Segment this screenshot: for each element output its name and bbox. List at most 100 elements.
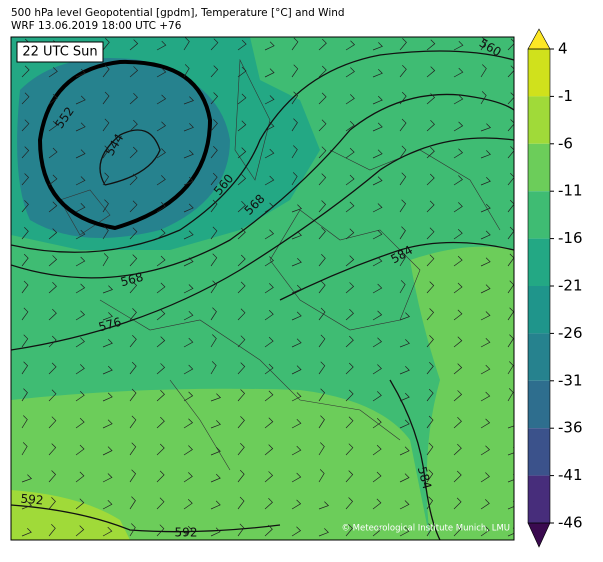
wind-barb [318, 307, 326, 321]
wind-barb [156, 67, 167, 78]
wind-barb [102, 37, 110, 51]
wind-barb [399, 527, 410, 537]
wind-barb [426, 39, 436, 51]
wind-barb [237, 389, 246, 402]
wind-barb [48, 201, 58, 213]
wind-barb [102, 526, 113, 537]
wind-barb [48, 94, 58, 105]
wind-barb [75, 444, 85, 456]
wind-barb [183, 230, 194, 240]
wind-barb [21, 119, 30, 132]
wind-barb [345, 255, 355, 267]
wind-barb [291, 284, 302, 294]
wind-barb [129, 442, 137, 456]
wind-barb [264, 524, 273, 537]
wind-barb [183, 391, 194, 402]
wind-barb [318, 469, 325, 483]
wind-barb [318, 200, 327, 213]
wind-barb [507, 92, 514, 105]
wind-barb [237, 66, 247, 78]
wind-barb [318, 227, 326, 240]
wind-barb [156, 40, 167, 51]
contour [279, 241, 514, 540]
wind-barb [480, 177, 491, 186]
wind-barb [156, 443, 165, 456]
wind-barb [21, 474, 33, 483]
wind-barb [210, 420, 221, 429]
wind-barb [75, 471, 85, 483]
wind-barb [21, 388, 28, 402]
wind-barb [426, 93, 436, 105]
wind-barb [453, 255, 463, 267]
wind-barb [210, 473, 221, 483]
wind-barb [129, 281, 138, 294]
wind-barb [102, 339, 113, 348]
wind-barb [156, 282, 166, 294]
wind-barb [102, 226, 109, 240]
wind-barb [318, 334, 326, 348]
colorbar-label: -16 [558, 229, 583, 247]
wind-barb [156, 390, 165, 402]
wind-barb [372, 42, 383, 51]
wind-barb [129, 227, 138, 240]
wind-barb [129, 93, 138, 105]
colorbar-label: 4 [558, 40, 568, 58]
wind-barb [399, 145, 407, 159]
wind-barb [102, 91, 110, 105]
wind-barb [129, 334, 137, 348]
contour-label: 576 [97, 315, 123, 334]
wind-barb [48, 67, 58, 78]
wind-barb [237, 308, 246, 321]
wind-barb [21, 334, 29, 348]
wind-barb [210, 334, 217, 348]
wind-barb [75, 498, 85, 510]
colorbar-label: -46 [558, 514, 583, 532]
wind-barb [183, 499, 193, 510]
colorbar-band [528, 49, 550, 97]
wind-barb [183, 445, 193, 456]
wind-barb [183, 337, 194, 348]
contour [99, 129, 161, 186]
wind-barb [75, 229, 86, 240]
wind-barb [480, 150, 491, 159]
wind-barb [372, 364, 382, 375]
contour-label: 568 [119, 270, 145, 289]
wind-barb [48, 362, 57, 375]
wind-barb [237, 496, 245, 510]
wind-barb [183, 150, 194, 159]
wind-barb [291, 204, 303, 213]
wind-barb [264, 95, 275, 105]
wind-barb [237, 281, 246, 294]
wind-barb [318, 361, 326, 375]
wind-barb [75, 176, 86, 186]
wind-barb [48, 443, 57, 456]
wind-barb [399, 253, 406, 267]
contour-label: 592 [20, 492, 44, 508]
wind-barb [399, 91, 407, 105]
wind-barb [507, 474, 514, 483]
wind-barb [21, 200, 29, 213]
wind-barb [480, 499, 490, 510]
wind-barb [426, 200, 435, 213]
wind-barb [102, 172, 110, 186]
wind-barb [345, 497, 354, 510]
wind-barb [480, 472, 490, 483]
wind-barb [21, 415, 28, 429]
wind-barb [453, 497, 462, 510]
wind-barb [237, 335, 246, 348]
wind-barb [291, 37, 299, 51]
wind-barb [156, 336, 166, 348]
wind-barb [129, 415, 137, 429]
colorbar-frame [527, 48, 551, 524]
wind-barb [480, 445, 491, 456]
wind-barb [48, 497, 56, 510]
colorbar-band [528, 143, 550, 192]
wind-barb [453, 417, 462, 429]
wind-barb [183, 364, 194, 375]
wind-barb [183, 525, 193, 537]
time-label: 22 UTC Sun [22, 45, 97, 60]
wind-barb [264, 148, 275, 159]
credit: © Meteorological Institute Munich, LMU [341, 524, 510, 534]
wind-barb [453, 148, 464, 159]
wind-barb [156, 175, 166, 186]
